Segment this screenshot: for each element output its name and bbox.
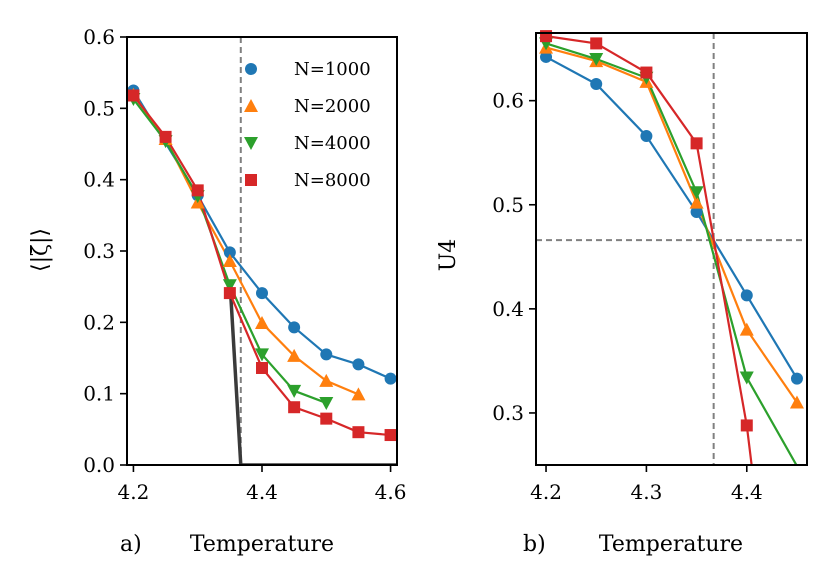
series-line-n-8000 [545, 35, 753, 465]
panel-a-xlabel: Temperature [190, 532, 334, 557]
data-point [739, 371, 754, 385]
data-point [351, 387, 366, 401]
data-point [288, 321, 301, 334]
data-point [789, 395, 804, 409]
data-point [320, 348, 333, 361]
y-tick-label: 0.5 [83, 96, 115, 120]
data-point [590, 37, 603, 50]
legend-marker [245, 174, 257, 186]
data-point [222, 253, 237, 267]
data-point [288, 401, 301, 414]
data-point [689, 195, 704, 209]
y-tick-label: 0.3 [492, 401, 524, 425]
data-point [159, 130, 172, 143]
data-point [640, 130, 653, 143]
legend-marker [244, 137, 258, 150]
data-point [352, 358, 365, 371]
y-tick-label: 0.4 [492, 297, 524, 321]
data-point [384, 429, 397, 442]
data-point [127, 89, 140, 102]
y-tick-label: 0.0 [83, 453, 115, 477]
series-line-n-4000 [545, 42, 798, 465]
data-point [589, 53, 604, 67]
data-point [689, 186, 704, 200]
panel-b-tag: b) [523, 532, 546, 557]
data-point [690, 137, 703, 150]
data-point [319, 396, 334, 410]
x-tick-label: 4.4 [246, 480, 278, 504]
data-point [191, 184, 204, 197]
data-point [255, 348, 269, 362]
data-point [540, 30, 553, 43]
data-point [352, 426, 365, 439]
data-point [690, 206, 703, 219]
data-point [384, 372, 397, 385]
series-line-n-1000 [545, 55, 798, 380]
thermodynamic-limit-line [228, 279, 397, 465]
y-tick-label: 0.2 [83, 310, 115, 334]
data-point [319, 373, 334, 387]
y-tick-label: 0.6 [492, 89, 524, 113]
legend-label: N=1000 [294, 59, 371, 80]
data-point [320, 412, 333, 425]
data-point [287, 348, 302, 362]
panel-a: 0.00.10.20.30.40.50.6 4.2 4.4 4.6 N=1000N=… [28, 25, 406, 557]
panel-a-tag: a) [120, 532, 142, 557]
data-point [739, 322, 754, 336]
data-point [255, 316, 269, 330]
panel-b-ylabel: U4 [436, 239, 461, 272]
panel-b-frame [535, 32, 808, 466]
y-tick-label: 0.6 [83, 25, 115, 49]
y-tick-label: 0.3 [83, 239, 115, 263]
data-point [287, 384, 302, 398]
data-point [790, 372, 803, 385]
x-tick-label: 4.6 [375, 480, 407, 504]
panel-a-ylabel: ⟨|ζ̄|⟩ [28, 228, 53, 272]
data-point [740, 289, 753, 302]
series-line-n-2000 [545, 46, 798, 404]
x-tick-label: 4.2 [118, 480, 150, 504]
data-point [740, 419, 753, 432]
data-point [540, 50, 553, 63]
panel-b: 0.3 0.4 0.5 0.6 4.2 4.3 4.4 U4 Temperature b) [436, 30, 808, 557]
y-tick-label: 0.1 [83, 382, 115, 406]
legend: N=1000 N=2000 N=4000 N=8000 [244, 59, 371, 191]
data-point [223, 246, 236, 259]
x-tick-label: 4.4 [731, 480, 763, 504]
x-tick-label: 4.2 [530, 480, 562, 504]
data-point [222, 279, 237, 293]
data-point [256, 287, 268, 300]
y-tick-label: 0.5 [492, 193, 524, 217]
data-point [590, 78, 603, 91]
legend-label: N=2000 [294, 96, 371, 117]
data-point [223, 287, 236, 300]
legend-label: N=8000 [294, 170, 371, 191]
panel-b-xlabel: Temperature [599, 532, 743, 557]
x-tick-label: 4.3 [631, 480, 663, 504]
y-tick-label: 0.4 [83, 168, 115, 192]
data-point [256, 361, 268, 374]
legend-marker [245, 63, 257, 75]
legend-marker [244, 99, 258, 112]
data-point [640, 66, 653, 79]
legend-label: N=4000 [294, 133, 371, 154]
